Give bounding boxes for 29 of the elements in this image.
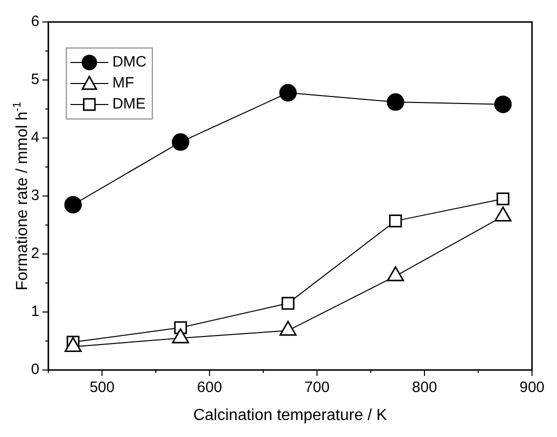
x-tick-label: 700 — [304, 379, 330, 396]
point — [496, 192, 510, 206]
point — [494, 96, 512, 114]
point — [172, 133, 190, 151]
legend-label: MF — [112, 74, 134, 92]
y-tick-label: 6 — [31, 13, 40, 30]
x-tick-label: 500 — [90, 379, 115, 396]
x-tick-label: 900 — [519, 379, 545, 396]
point — [389, 214, 402, 228]
y-tick-label: 0 — [31, 361, 40, 378]
y-tick-label: 1 — [31, 303, 40, 320]
legend-label: DMC — [112, 54, 147, 71]
legend-label: DME — [112, 96, 146, 113]
y-tick-label: 3 — [31, 187, 40, 204]
point — [172, 328, 190, 344]
y-tick-label: 5 — [31, 71, 40, 88]
y-tick-label: 2 — [31, 245, 40, 262]
x-tick-label: 800 — [412, 379, 438, 396]
point — [386, 266, 404, 282]
point — [494, 206, 512, 222]
y-axis-title: Formatione rate / mmol h-1 — [12, 102, 31, 290]
x-axis-title: Calcination temperature / K — [193, 407, 388, 424]
x-tick-label: 600 — [197, 379, 222, 396]
point — [64, 337, 82, 352]
point — [279, 320, 297, 336]
point — [64, 196, 82, 214]
y-tick-label: 4 — [31, 129, 40, 146]
point — [279, 84, 297, 102]
point — [386, 93, 404, 111]
